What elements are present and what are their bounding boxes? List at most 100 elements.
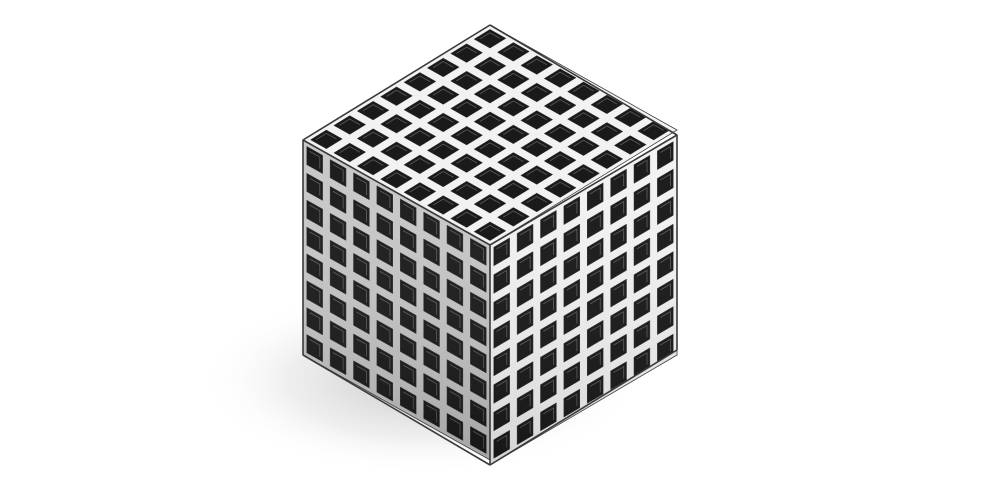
top-face-inner-bar (479, 224, 501, 232)
top-face-inner-bar (432, 88, 454, 96)
top-face-inner-bar (479, 32, 501, 40)
top-face-inner-bar (526, 140, 548, 149)
top-face-cell (520, 192, 554, 213)
top-face-cell (520, 137, 554, 158)
top-face-inner-bar (386, 117, 407, 125)
top-face-inner-bar (479, 142, 501, 150)
top-face-inner-bar (643, 124, 665, 132)
top-face-cell (590, 149, 624, 170)
top-face-cell (426, 167, 460, 188)
top-face-inner-bar (502, 72, 524, 81)
top-face-inner-bar (432, 143, 454, 151)
top-face-inner-bar (526, 85, 548, 94)
top-face-inner-bar (502, 45, 524, 53)
top-face-cell (473, 221, 507, 241)
top-face-cell (403, 99, 437, 120)
top-face-cell (450, 125, 484, 146)
top-face-inner-bar (619, 138, 641, 146)
top-face-cell (567, 109, 600, 129)
top-face-inner-bar (386, 144, 407, 152)
top-face-cell (426, 112, 460, 133)
top-face-inner-bar (456, 184, 478, 192)
top-face-inner-bar (479, 59, 501, 67)
top-face-cell (567, 164, 600, 184)
top-face-inner-bar (456, 101, 478, 109)
cube-edge (489, 24, 678, 136)
top-face-inner-bar (432, 170, 454, 179)
top-face-inner-bar (362, 131, 384, 139)
top-face-cell (403, 182, 437, 202)
top-face-inner-bar (479, 197, 501, 205)
top-face-cell (426, 140, 460, 160)
top-face-inner-bar (386, 172, 407, 180)
top-face-cell (356, 155, 390, 176)
top-face-cell (426, 195, 460, 215)
top-face-cell (380, 114, 413, 134)
cube-edge (302, 139, 491, 246)
top-face-inner-bar (573, 84, 594, 92)
top-face-inner-bar (502, 100, 524, 108)
top-face-cell (333, 115, 367, 135)
top-face-inner-bar (456, 74, 478, 82)
top-face-inner-bar (432, 115, 454, 124)
top-face-cell (590, 122, 624, 142)
top-face-cell (403, 72, 437, 92)
top-face-cell (520, 165, 554, 185)
top-face-inner-bar (479, 169, 501, 177)
top-face-inner-bar (456, 156, 478, 164)
top-face-cell (567, 81, 600, 101)
top-face-cell (496, 42, 530, 62)
top-face-inner-bar (456, 129, 478, 137)
top-face-cell (333, 142, 367, 163)
top-face-cell (543, 150, 577, 171)
top-face-inner-bar (596, 125, 618, 133)
top-face-cell (496, 69, 530, 90)
top-face-cell (520, 55, 554, 75)
top-face-inner-bar (573, 139, 594, 147)
top-face-cell (473, 139, 507, 159)
top-face-cell (496, 207, 530, 227)
top-face-cell (380, 169, 413, 189)
top-face-inner-bar (619, 110, 641, 119)
top-face-inner-bar (479, 87, 501, 95)
cube-edge (302, 24, 491, 141)
top-face-inner-bar (409, 130, 431, 138)
top-face-inner-bar (549, 99, 571, 107)
top-face-cell (543, 95, 577, 116)
top-face-inner-bar (502, 182, 524, 191)
top-face-inner-bar (456, 46, 478, 54)
top-face-inner-bar (549, 126, 571, 134)
top-face-cell (450, 153, 484, 173)
top-face-inner-bar (549, 71, 571, 79)
top-face-inner-bar (409, 157, 431, 166)
top-face-cell (450, 43, 484, 63)
top-face-cell (380, 86, 413, 106)
top-face-cell (473, 29, 507, 49)
top-face-cell (496, 179, 530, 200)
top-face-inner-bar (386, 89, 407, 97)
top-face-inner-bar (502, 155, 524, 163)
top-face-cell (426, 57, 460, 78)
top-face-cell (543, 123, 577, 143)
top-face-cell (450, 70, 484, 91)
top-face-cell (403, 154, 437, 175)
top-face-cell (520, 110, 554, 130)
top-face-cell (473, 194, 507, 214)
top-face-inner-bar (362, 159, 384, 167)
top-face-inner-bar (479, 114, 501, 122)
top-face-inner-bar (573, 167, 594, 175)
top-face-cell (450, 208, 484, 228)
top-face-cell (543, 178, 577, 198)
top-face-cell (356, 100, 390, 121)
top-face-inner-bar (526, 168, 548, 176)
top-face-cell (473, 84, 507, 104)
top-face-cell (356, 128, 390, 148)
top-face-cell (520, 82, 554, 103)
top-face-inner-bar (502, 127, 524, 136)
top-face-cell (380, 141, 413, 161)
top-face-cell (567, 136, 600, 156)
cube-edge (489, 134, 678, 246)
top-face-cell (543, 68, 577, 88)
top-face-inner-bar (456, 211, 478, 219)
